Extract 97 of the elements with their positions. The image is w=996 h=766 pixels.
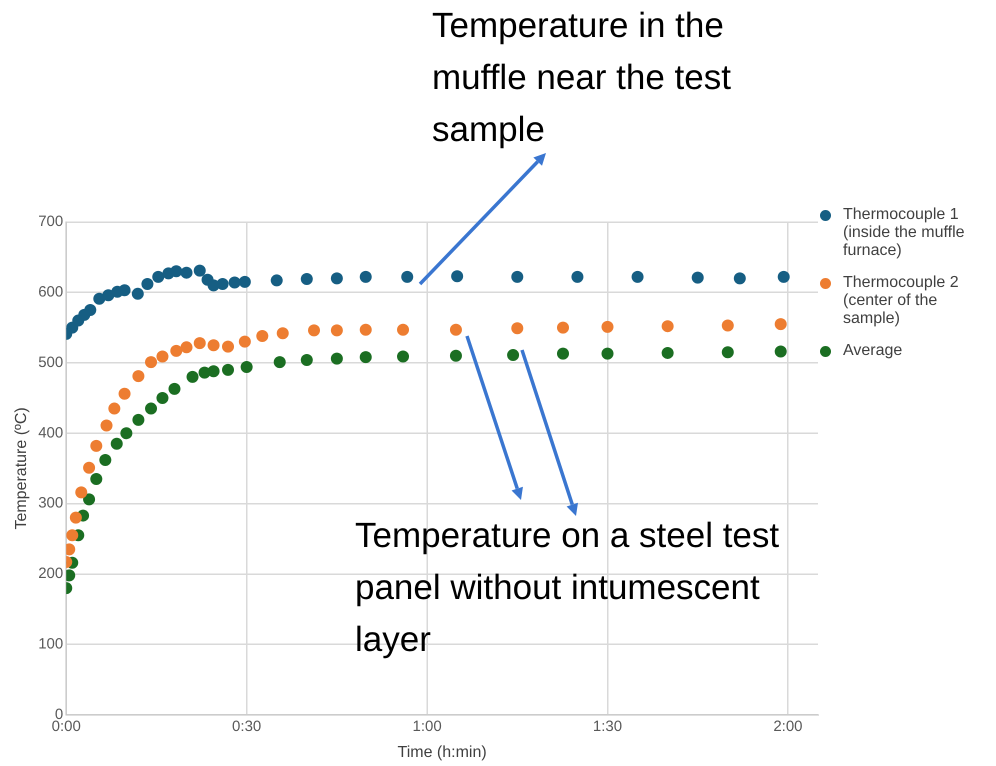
point <box>99 454 112 466</box>
point <box>83 493 96 506</box>
x-tick-label: 0:00 <box>52 718 81 735</box>
text: Temperature in the muffle near the test sample <box>432 5 732 151</box>
point <box>397 350 410 362</box>
point <box>170 344 182 357</box>
x-tick-label: 2:00 <box>773 718 803 735</box>
point <box>451 270 464 282</box>
point <box>401 270 414 283</box>
point <box>274 356 286 368</box>
point <box>662 320 674 332</box>
point <box>507 349 520 362</box>
point <box>774 318 787 330</box>
point <box>118 284 131 296</box>
point <box>222 364 234 376</box>
point <box>152 270 164 283</box>
point <box>66 529 78 542</box>
point <box>145 402 158 415</box>
x-tick-label: 1:30 <box>592 718 622 735</box>
point <box>602 348 614 360</box>
point <box>84 304 96 316</box>
point <box>180 341 193 354</box>
point <box>511 270 524 283</box>
y-tick-label: 700 <box>38 213 64 230</box>
x-tick-label: 1:00 <box>412 718 442 735</box>
point <box>270 274 283 286</box>
point <box>557 322 569 334</box>
point <box>300 273 313 286</box>
point <box>722 346 734 358</box>
point <box>256 330 268 342</box>
point <box>70 512 82 524</box>
point <box>156 350 168 362</box>
point <box>300 354 313 366</box>
point <box>360 324 372 336</box>
point <box>100 419 113 432</box>
point <box>511 322 524 334</box>
point <box>194 337 206 350</box>
point <box>557 348 569 360</box>
point <box>360 270 372 283</box>
point <box>632 270 644 283</box>
point <box>90 440 102 452</box>
point <box>186 370 199 383</box>
point <box>308 324 320 336</box>
point <box>222 340 234 353</box>
point <box>774 346 787 358</box>
point <box>662 346 674 359</box>
point <box>330 324 343 336</box>
annotation: Temperature on a steel test panel without intumescent layer <box>355 515 780 661</box>
point <box>238 336 251 348</box>
legend-label: Thermocouple 2 (center of the sample) <box>843 274 960 328</box>
point <box>450 350 462 362</box>
point <box>118 388 131 400</box>
point <box>83 462 96 474</box>
point <box>571 270 584 283</box>
y-tick-label: 400 <box>38 424 64 442</box>
point <box>194 264 206 277</box>
point <box>450 324 462 336</box>
point <box>360 351 372 364</box>
point <box>778 270 790 283</box>
y-tick-label: 200 <box>38 565 64 582</box>
point <box>132 370 144 382</box>
point <box>156 392 168 404</box>
point <box>108 402 120 415</box>
point <box>276 327 289 340</box>
legend-label: Average <box>843 342 902 360</box>
point <box>180 266 193 279</box>
point <box>722 319 734 332</box>
point <box>240 361 253 374</box>
point <box>602 320 614 333</box>
point <box>397 324 410 336</box>
point <box>132 414 144 426</box>
point <box>170 265 182 278</box>
y-tick-label: 100 <box>38 636 64 653</box>
legend-label: Thermocouple 1 (inside the muffle furnace) <box>843 206 966 260</box>
point <box>734 272 746 284</box>
point <box>110 438 123 450</box>
point <box>692 272 704 284</box>
y-tick-label: 300 <box>38 494 64 512</box>
y-axis-title: Temperature (ºC) <box>13 407 30 530</box>
point <box>168 382 180 395</box>
point <box>75 486 88 498</box>
point <box>141 278 154 290</box>
y-tick-label: 500 <box>38 354 64 371</box>
y-tick-label: 600 <box>38 284 64 301</box>
point <box>90 472 102 485</box>
point <box>120 427 132 440</box>
point <box>216 278 229 290</box>
point <box>145 356 158 368</box>
point <box>132 288 144 300</box>
point <box>330 272 343 284</box>
x-axis-title: Time (h:min) <box>398 744 487 761</box>
x-tick-label: 0:30 <box>232 718 262 735</box>
point <box>208 339 220 352</box>
point <box>228 276 241 289</box>
point <box>238 276 251 288</box>
point <box>330 352 343 365</box>
point <box>208 365 220 378</box>
